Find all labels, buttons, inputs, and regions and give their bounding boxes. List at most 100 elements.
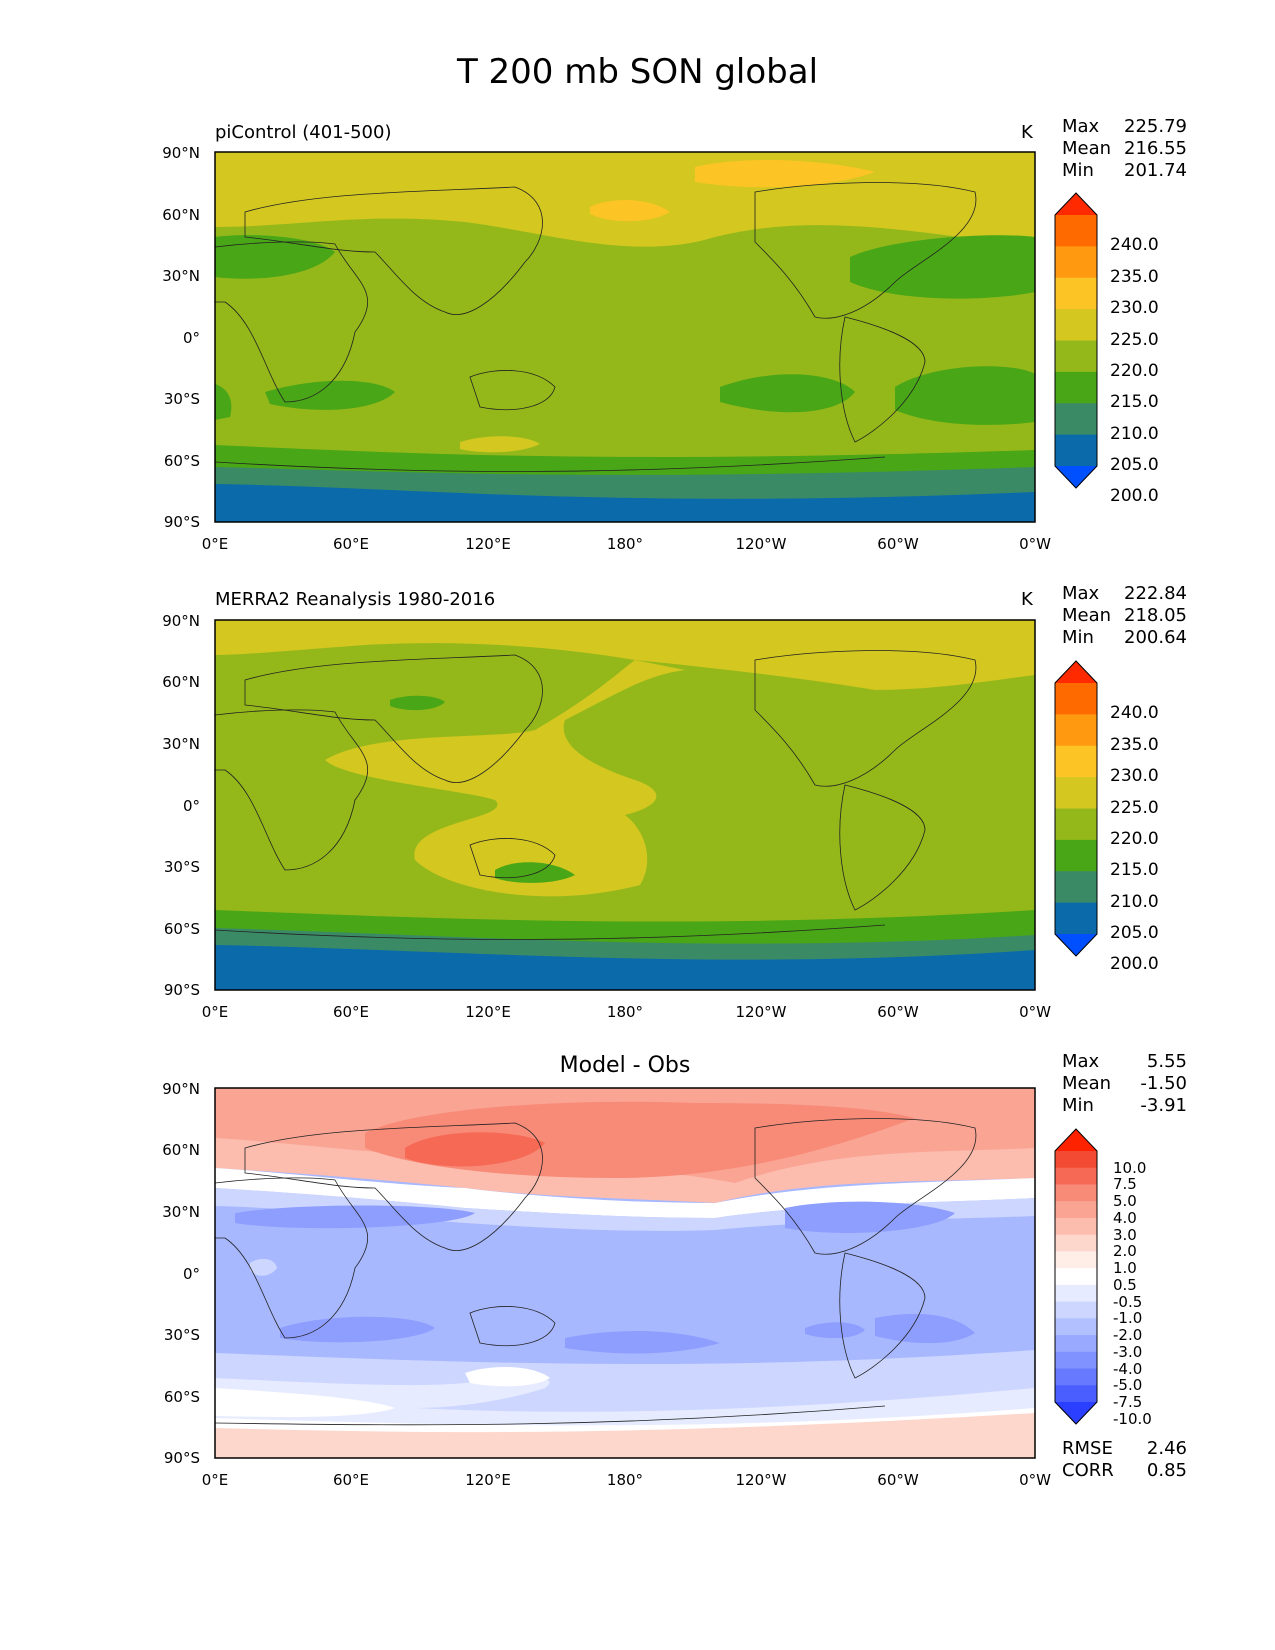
panel1-ytick-0: 0° bbox=[182, 329, 200, 347]
colorbar-tick-label: -4.0 bbox=[1113, 1359, 1143, 1378]
panel3-ytick-30s: 30°S bbox=[163, 1326, 200, 1344]
colorbar-tick-label: 2.0 bbox=[1113, 1242, 1137, 1261]
colorbar-extend-min bbox=[1055, 1402, 1097, 1424]
panel3-corr-value: 0.85 bbox=[1146, 1460, 1187, 1481]
colorbar-tick-label: 7.5 bbox=[1113, 1175, 1137, 1194]
colorbar-tick-label: 4.0 bbox=[1113, 1208, 1137, 1227]
colorbar-tick-label: 220.0 bbox=[1110, 828, 1159, 849]
colorbar-tick-label: 210.0 bbox=[1110, 423, 1159, 444]
panel1-mean-value: 216.55 bbox=[1124, 138, 1187, 159]
panel2-xtick-0e: 0°E bbox=[201, 1003, 229, 1021]
colorbar-segment bbox=[1055, 683, 1097, 715]
panel3-rmse-label: RMSE bbox=[1062, 1438, 1113, 1459]
colorbar-segment bbox=[1055, 808, 1097, 841]
panel3-ytick-90n: 90°N bbox=[162, 1080, 200, 1098]
panel1-xtick-60e: 60°E bbox=[332, 535, 370, 553]
panel1-min-label: Min bbox=[1062, 160, 1094, 181]
colorbar-extend-max bbox=[1055, 1129, 1097, 1151]
panel1-xtick-180: 180° bbox=[606, 535, 644, 553]
panel2-units: K bbox=[1021, 589, 1033, 610]
colorbar-tick-label: 200.0 bbox=[1110, 486, 1159, 507]
panel2-xtick-180: 180° bbox=[606, 1003, 644, 1021]
colorbar-segment bbox=[1055, 246, 1097, 279]
panel2-xtick-60w: 60°W bbox=[877, 1003, 919, 1021]
panel2-min-label: Min bbox=[1062, 627, 1094, 648]
panel1-ytick-60s: 60°S bbox=[163, 452, 200, 470]
colorbar-segment bbox=[1055, 1184, 1097, 1202]
panel1-xtick-120w: 120°W bbox=[735, 535, 787, 553]
colorbar-tick-label: 230.0 bbox=[1110, 298, 1159, 319]
colorbar-extend-min bbox=[1055, 934, 1097, 956]
panel1-colorbar bbox=[1054, 192, 1098, 489]
panel1-max-value: 225.79 bbox=[1124, 116, 1187, 137]
panel1-max-label: Max bbox=[1062, 116, 1100, 137]
colorbar-tick-label: 200.0 bbox=[1110, 954, 1159, 975]
panel3-min-value: -3.91 bbox=[1140, 1095, 1187, 1116]
panel3-min-label: Min bbox=[1062, 1095, 1094, 1116]
panel2-ytick-30s: 30°S bbox=[163, 858, 200, 876]
colorbar-segment bbox=[1055, 1217, 1097, 1236]
panel1-xtick-120e: 120°E bbox=[465, 535, 511, 553]
panel2-colorbar bbox=[1054, 660, 1098, 957]
colorbar-segment bbox=[1055, 434, 1097, 467]
colorbar-segment bbox=[1055, 1301, 1097, 1319]
panel2-title: MERRA2 Reanalysis 1980-2016 bbox=[215, 589, 496, 610]
colorbar-segment bbox=[1055, 1201, 1097, 1219]
panel3-xtick-180: 180° bbox=[606, 1471, 644, 1489]
panel3-max-value: 5.55 bbox=[1146, 1051, 1187, 1072]
colorbar-tick-label: 205.0 bbox=[1110, 455, 1159, 475]
colorbar-tick-label: 225.0 bbox=[1110, 329, 1159, 350]
colorbar-tick-label: -10.0 bbox=[1113, 1409, 1152, 1428]
colorbar-segment bbox=[1055, 371, 1097, 404]
panel3-map bbox=[214, 1087, 1036, 1459]
colorbar-segment bbox=[1055, 714, 1097, 747]
colorbar-extend-max bbox=[1055, 193, 1097, 215]
panel2-mean-value: 218.05 bbox=[1124, 605, 1187, 626]
colorbar-segment bbox=[1055, 1268, 1097, 1286]
panel2-max-label: Max bbox=[1062, 583, 1100, 604]
colorbar-tick-label: 225.0 bbox=[1110, 797, 1159, 818]
panel2-ytick-90s: 90°S bbox=[163, 981, 200, 999]
colorbar-segment bbox=[1055, 1234, 1097, 1252]
colorbar-tick-label: -7.5 bbox=[1113, 1393, 1143, 1411]
panel2-xtick-0w: 0°W bbox=[1019, 1003, 1051, 1021]
colorbar-segment bbox=[1055, 871, 1097, 904]
panel3-ytick-0: 0° bbox=[182, 1265, 200, 1283]
panel2-max-value: 222.84 bbox=[1124, 583, 1187, 604]
panel3-xtick-0e: 0°E bbox=[201, 1471, 229, 1489]
colorbar-tick-label: -1.0 bbox=[1113, 1309, 1143, 1328]
panel1-title: piControl (401-500) bbox=[215, 122, 392, 143]
colorbar-tick-label: 1.0 bbox=[1113, 1259, 1137, 1278]
panel2-ytick-90n: 90°N bbox=[162, 612, 200, 630]
colorbar-tick-label: -2.0 bbox=[1113, 1326, 1143, 1345]
colorbar-tick-label: 240.0 bbox=[1110, 703, 1159, 724]
panel3-mean-value: -1.50 bbox=[1140, 1073, 1187, 1094]
panel2-min-value: 200.64 bbox=[1124, 627, 1187, 648]
panel1-xtick-0e: 0°E bbox=[201, 535, 229, 553]
colorbar-segment bbox=[1055, 277, 1097, 310]
colorbar-segment bbox=[1055, 403, 1097, 436]
panel3-xtick-60e: 60°E bbox=[332, 1471, 370, 1489]
colorbar-segment bbox=[1055, 1368, 1097, 1386]
panel1-ytick-30n: 30°N bbox=[162, 267, 200, 285]
colorbar-tick-label: 215.0 bbox=[1110, 860, 1159, 881]
colorbar-segment bbox=[1055, 1335, 1097, 1353]
panel1-units: K bbox=[1021, 122, 1033, 143]
panel3-xtick-0w: 0°W bbox=[1019, 1471, 1051, 1489]
colorbar-tick-label: 240.0 bbox=[1110, 235, 1159, 256]
panel3-max-label: Max bbox=[1062, 1051, 1100, 1072]
colorbar-extend-min bbox=[1055, 466, 1097, 488]
panel1-xtick-0w: 0°W bbox=[1019, 535, 1051, 553]
panel2-mean-label: Mean bbox=[1062, 605, 1112, 626]
panel2-ytick-30n: 30°N bbox=[162, 735, 200, 753]
colorbar-tick-label: 215.0 bbox=[1110, 392, 1159, 413]
colorbar-segment bbox=[1055, 1151, 1097, 1169]
colorbar-tick-label: 5.0 bbox=[1113, 1192, 1137, 1211]
panel1-ytick-90s: 90°S bbox=[163, 513, 200, 531]
colorbar-segment bbox=[1055, 1351, 1097, 1370]
panel3-ytick-60n: 60°N bbox=[162, 1141, 200, 1159]
colorbar-segment bbox=[1055, 1284, 1097, 1303]
panel3-colorbar bbox=[1054, 1128, 1098, 1425]
colorbar-segment bbox=[1055, 1318, 1097, 1336]
colorbar-tick-label: 3.0 bbox=[1113, 1225, 1137, 1244]
